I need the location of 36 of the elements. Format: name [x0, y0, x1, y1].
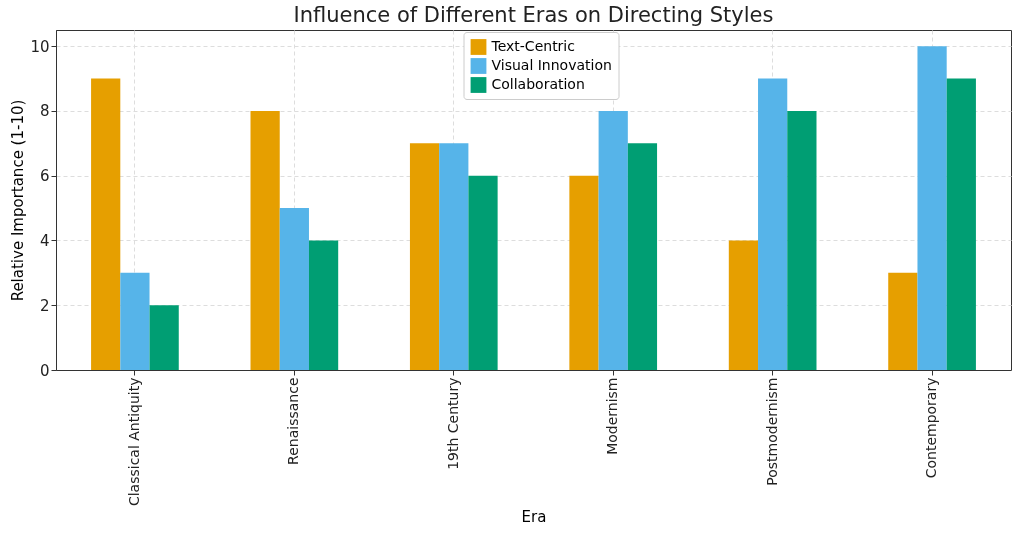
bar — [758, 78, 788, 370]
x-tick-label: Contemporary — [923, 377, 940, 479]
bar — [308, 240, 339, 370]
x-tick-label: Postmodernism — [763, 377, 780, 486]
bar — [787, 110, 817, 370]
y-tick-label: 0 — [39, 361, 50, 380]
x-tick-label: Renaissance — [285, 377, 302, 465]
x-tick-label: Modernism — [604, 377, 621, 455]
bar — [917, 46, 947, 370]
x-tick-label: Classical Antiquity — [125, 377, 142, 507]
bar — [569, 175, 599, 370]
y-tick-label: 4 — [39, 231, 50, 250]
bar — [598, 110, 628, 370]
bar — [627, 143, 658, 370]
legend-label: Text-Centric — [490, 38, 575, 54]
bar — [149, 305, 179, 370]
y-tick-label: 6 — [39, 167, 50, 186]
y-tick-label: 10 — [30, 37, 50, 56]
bar — [279, 208, 309, 370]
bar — [888, 272, 918, 370]
y-tick-label: 8 — [39, 102, 50, 121]
legend-label: Visual Innovation — [491, 57, 612, 73]
chart-title: Influence of Different Eras on Directing Styles — [293, 3, 774, 27]
bar — [409, 143, 440, 370]
bar — [468, 175, 498, 370]
x-axis-title: Era — [521, 508, 547, 527]
bar — [250, 110, 280, 370]
y-axis-title: Relative Importance (1-10) — [9, 99, 28, 302]
bar — [946, 78, 976, 370]
y-tick-label: 2 — [39, 296, 50, 315]
bar — [91, 78, 121, 370]
x-tick-label: 19th Century — [444, 377, 461, 470]
bar — [120, 272, 150, 370]
bar — [439, 143, 469, 370]
legend-label: Collaboration — [491, 76, 585, 92]
bar — [728, 240, 759, 370]
